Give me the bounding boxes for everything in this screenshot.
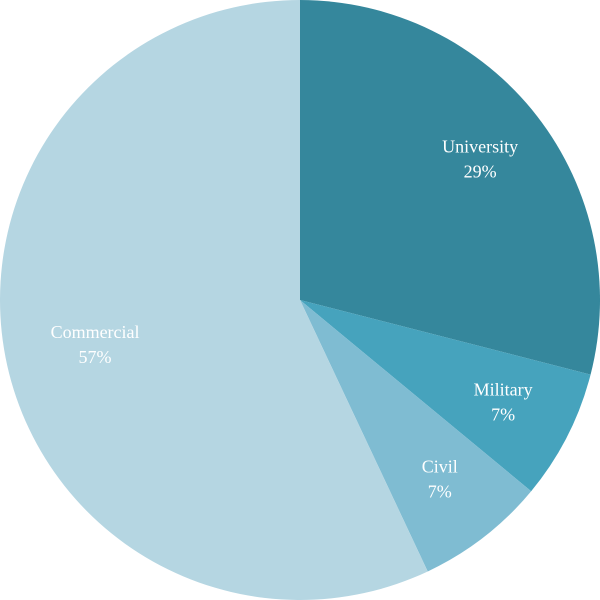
slice-label: Military: [474, 380, 533, 400]
pie-slice: [300, 300, 591, 492]
pie-slice: [0, 0, 428, 600]
slice-value: 7%: [428, 481, 452, 501]
slice-value: 7%: [491, 405, 515, 425]
slice-label: Civil: [422, 456, 458, 476]
pie-slice: [300, 0, 600, 375]
slice-label: Commercial: [51, 322, 140, 342]
slice-value: 29%: [464, 161, 497, 181]
slice-label: University: [442, 136, 518, 156]
pie-slice: [300, 300, 532, 572]
slice-value: 57%: [79, 347, 112, 367]
